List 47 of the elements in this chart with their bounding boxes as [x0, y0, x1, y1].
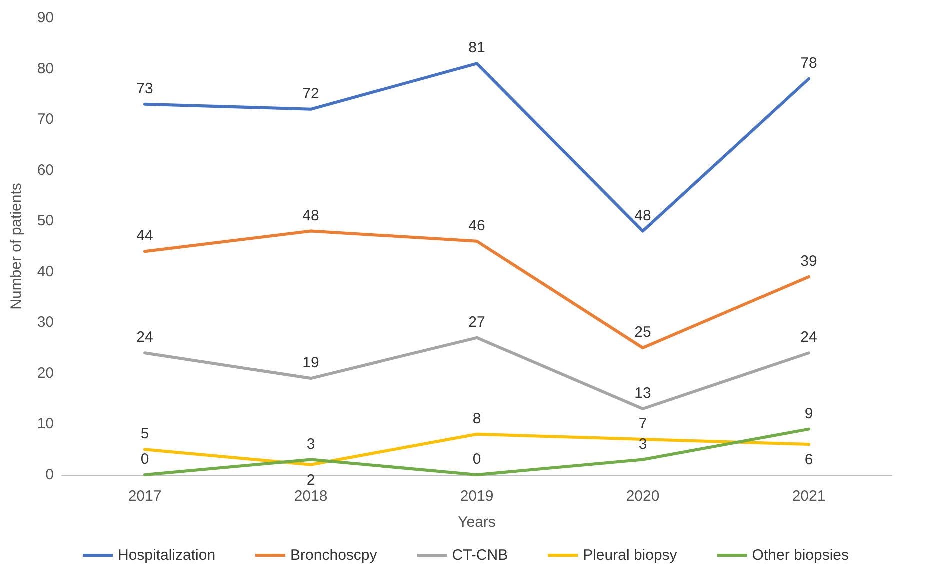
data-label: 24: [136, 329, 154, 346]
y-tick-label: 60: [37, 162, 54, 179]
data-label: 25: [634, 324, 652, 342]
data-label: 19: [302, 354, 320, 372]
y-tick-label: 90: [37, 10, 54, 26]
data-label: 48: [634, 207, 652, 224]
y-tick-label: 40: [37, 263, 54, 280]
data-label: 72: [302, 85, 320, 102]
x-tick-label: 2018: [294, 488, 328, 505]
y-tick-label: 30: [37, 314, 54, 332]
data-label: 6: [804, 452, 814, 469]
x-tick-label: 2019: [460, 488, 494, 505]
legend-label: Other biopsies: [752, 547, 850, 564]
data-label: 27: [468, 314, 486, 331]
data-label: 3: [306, 436, 316, 453]
legend-label: Pleural biopsy: [583, 547, 678, 564]
data-label: 81: [468, 40, 486, 57]
y-tick-label: 10: [37, 416, 54, 433]
data-label: 48: [302, 207, 320, 224]
legend-label: CT-CNB: [452, 547, 508, 564]
data-label: 44: [136, 228, 154, 245]
data-label: 78: [800, 54, 818, 72]
data-label: 8: [472, 410, 482, 428]
data-label: 73: [136, 80, 154, 98]
data-label: 0: [472, 451, 482, 468]
data-label: 2: [306, 472, 316, 489]
y-tick-label: 50: [37, 212, 54, 230]
legend-label: Hospitalization: [118, 547, 216, 564]
data-label: 5: [140, 426, 150, 443]
x-tick-label: 2020: [626, 488, 660, 505]
y-tick-label: 0: [46, 466, 54, 484]
x-tick-label: 2017: [128, 488, 162, 505]
x-tick-label: 2021: [792, 488, 826, 505]
data-label: 0: [140, 451, 150, 468]
data-label: 46: [468, 217, 486, 234]
data-label: 3: [638, 436, 648, 453]
y-tick-label: 80: [37, 60, 54, 78]
y-axis-title: Number of patients: [8, 183, 25, 310]
data-label: 7: [638, 415, 648, 432]
y-tick-label: 20: [37, 364, 54, 382]
y-tick-label: 70: [37, 111, 54, 128]
data-label: 13: [634, 384, 652, 402]
x-axis-title: Years: [458, 514, 496, 531]
data-label: 39: [800, 252, 818, 270]
data-label: 24: [800, 329, 818, 346]
legend-label: Bronchoscpy: [290, 547, 378, 564]
data-label: 9: [804, 405, 814, 422]
